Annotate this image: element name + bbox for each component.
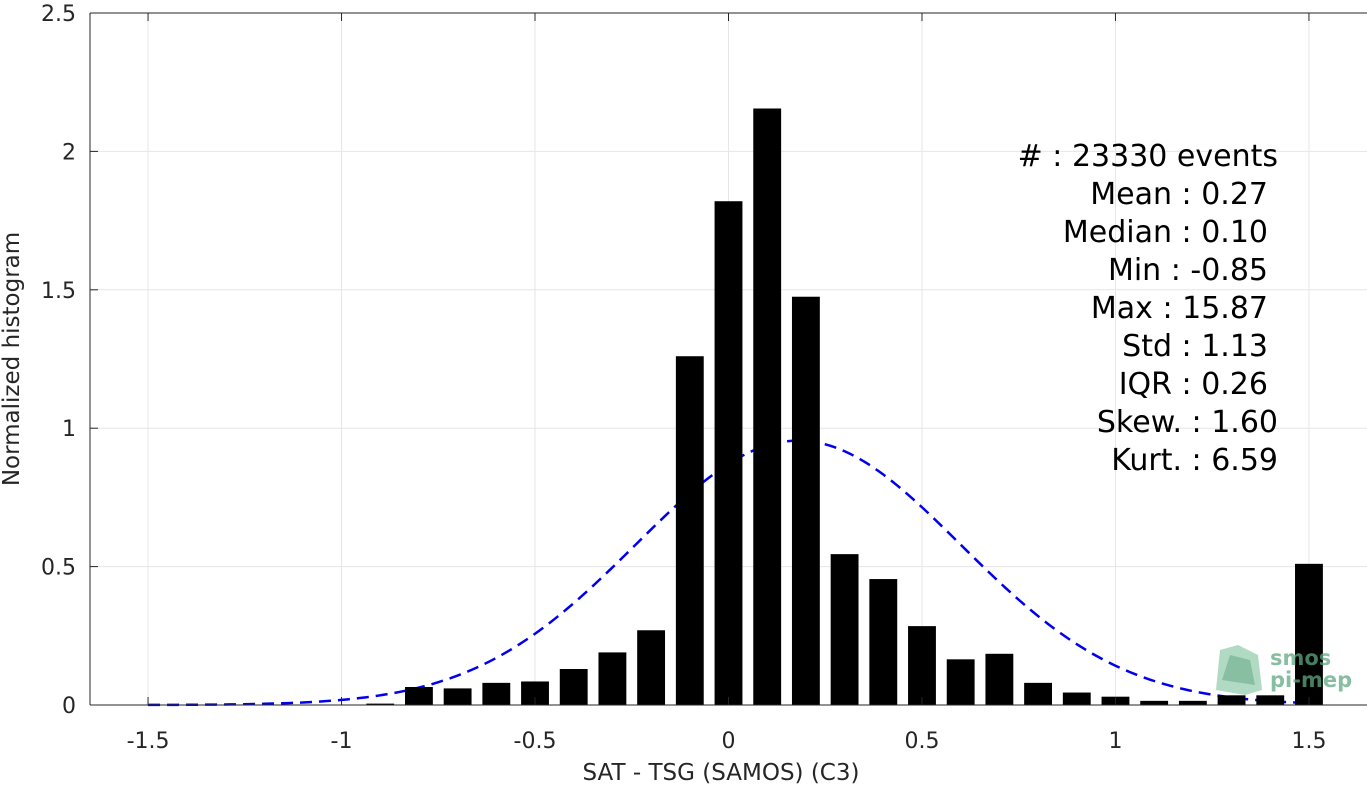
- histogram-bars: [366, 108, 1323, 706]
- stat-line: Median : 0.10: [1063, 215, 1268, 250]
- histogram-bar: [753, 108, 782, 706]
- histogram-bar: [559, 669, 588, 705]
- x-tick-label: 0.5: [904, 729, 939, 754]
- y-tick-label: 2.5: [41, 2, 76, 27]
- histogram-bar: [482, 682, 511, 705]
- histogram-bar: [521, 681, 549, 705]
- x-tick-label: 1.5: [1291, 729, 1326, 754]
- plot-axes: [89, 12, 1367, 706]
- histogram-bar: [714, 201, 743, 705]
- histogram-bar: [1140, 700, 1169, 705]
- histogram-bar: [791, 296, 820, 705]
- stat-line: # : 23330 events: [1018, 139, 1278, 174]
- histogram-bar: [675, 356, 704, 705]
- histogram-bar: [1217, 695, 1246, 705]
- stat-line: Std : 1.13: [1122, 329, 1268, 364]
- histogram-bar: [830, 554, 859, 705]
- x-tick-label: 0: [722, 729, 736, 754]
- x-tick-label: -0.5: [514, 729, 557, 754]
- x-tick-label: -1.5: [127, 729, 170, 754]
- histogram-bar: [1178, 700, 1207, 705]
- histogram-bar: [404, 687, 433, 705]
- y-tick-label: 1: [62, 417, 76, 442]
- logo-mark-shade-icon: [1222, 655, 1255, 685]
- histogram-bar: [1062, 692, 1091, 705]
- histogram-bar: [1256, 695, 1285, 705]
- y-tick-label: 2: [62, 140, 76, 165]
- y-tick-label: 1.5: [41, 279, 76, 304]
- y-tick-label: 0: [62, 694, 76, 719]
- y-axis-label: Normalized histogram: [0, 232, 25, 486]
- x-axis-label: SAT - TSG (SAMOS) (C3): [583, 760, 860, 785]
- histogram-bar: [443, 688, 472, 705]
- stat-line: Mean : 0.27: [1090, 177, 1268, 212]
- stat-line: Kurt. : 6.59: [1111, 443, 1278, 478]
- histogram-bar: [1295, 563, 1323, 705]
- stat-line: Max : 15.87: [1091, 291, 1268, 326]
- stat-line: IQR : 0.26: [1119, 367, 1268, 402]
- histogram-bar: [985, 653, 1014, 705]
- stat-line: Min : -0.85: [1108, 253, 1268, 288]
- x-tick-label: -1: [331, 729, 353, 754]
- histogram-bar: [869, 579, 898, 705]
- histogram-bar: [908, 626, 936, 705]
- tick-labels: -1.5 -1 -0.5 0 0.5 1 1.5 0 0.5 1 1.5 2 2.5: [41, 2, 1326, 754]
- y-tick-label: 0.5: [41, 556, 76, 581]
- logo-mark-icon: [1216, 645, 1262, 695]
- histogram-bar: [598, 652, 627, 705]
- histogram-bar: [946, 659, 975, 705]
- histogram-bar: [1024, 682, 1053, 705]
- stat-line: Skew. : 1.60: [1097, 405, 1278, 440]
- smos-pi-mep-logo: smos pi-mep: [1216, 645, 1352, 695]
- logo-text-smos: smos: [1270, 646, 1331, 670]
- histogram-bar: [366, 703, 395, 705]
- x-tick-label: 1: [1108, 729, 1122, 754]
- histogram-bar: [637, 630, 666, 705]
- logo-text-pi-mep: pi-mep: [1270, 668, 1352, 692]
